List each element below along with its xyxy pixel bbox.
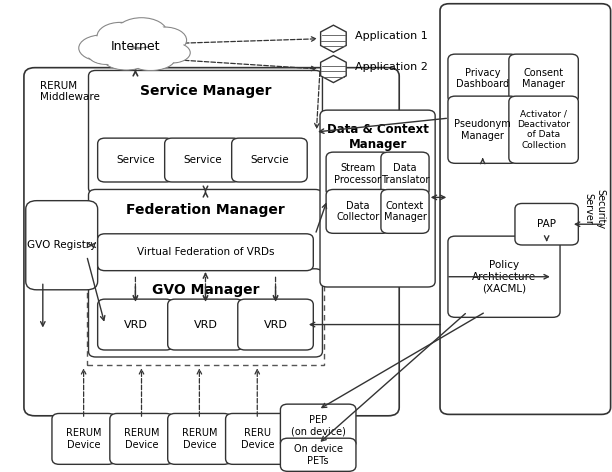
FancyBboxPatch shape (448, 236, 560, 317)
Ellipse shape (79, 35, 125, 61)
FancyBboxPatch shape (280, 404, 356, 448)
Text: Context
Manager: Context Manager (384, 201, 427, 222)
Ellipse shape (143, 27, 187, 53)
Text: Internet: Internet (111, 40, 160, 53)
Bar (87, 274, 324, 365)
FancyBboxPatch shape (440, 4, 611, 414)
FancyBboxPatch shape (515, 203, 578, 245)
Ellipse shape (155, 43, 189, 62)
FancyBboxPatch shape (52, 413, 115, 464)
FancyBboxPatch shape (238, 299, 313, 350)
Text: Data
Translator: Data Translator (381, 163, 429, 185)
FancyBboxPatch shape (381, 152, 429, 196)
FancyBboxPatch shape (326, 189, 389, 233)
Text: Stream
Processor: Stream Processor (334, 163, 381, 185)
FancyBboxPatch shape (24, 67, 399, 416)
Text: Consent
Manager: Consent Manager (522, 67, 565, 89)
Text: Service Manager: Service Manager (140, 84, 271, 99)
Text: RERUM
Device: RERUM Device (124, 428, 159, 450)
Ellipse shape (128, 48, 173, 69)
Text: Security
Server: Security Server (583, 189, 605, 229)
FancyBboxPatch shape (509, 96, 578, 163)
FancyBboxPatch shape (89, 269, 323, 357)
FancyBboxPatch shape (110, 413, 173, 464)
FancyBboxPatch shape (280, 438, 356, 472)
Text: Federation Manager: Federation Manager (126, 203, 285, 218)
Text: GVO Registry: GVO Registry (27, 240, 96, 250)
Ellipse shape (126, 47, 175, 70)
Ellipse shape (154, 42, 190, 63)
Text: Pseudonym
Manager: Pseudonym Manager (454, 119, 511, 141)
Text: On device
PETs: On device PETs (294, 444, 343, 465)
Text: Privacy
Dashboard: Privacy Dashboard (456, 67, 509, 89)
Ellipse shape (118, 19, 165, 46)
Text: VRD: VRD (124, 320, 147, 329)
Ellipse shape (144, 28, 185, 52)
Text: Servcie: Servcie (250, 155, 289, 165)
FancyBboxPatch shape (448, 96, 517, 163)
Text: RERUM
Middleware: RERUM Middleware (40, 81, 100, 102)
FancyBboxPatch shape (232, 138, 307, 182)
Ellipse shape (103, 48, 149, 70)
Ellipse shape (99, 24, 141, 50)
Ellipse shape (105, 49, 147, 69)
Text: PAP: PAP (537, 219, 556, 229)
FancyBboxPatch shape (98, 138, 173, 182)
FancyBboxPatch shape (26, 201, 98, 290)
Text: Service: Service (116, 155, 155, 165)
Ellipse shape (89, 45, 123, 64)
Text: GVO Manager: GVO Manager (152, 283, 259, 297)
Text: PEP
(on device): PEP (on device) (291, 415, 346, 437)
FancyBboxPatch shape (89, 70, 323, 194)
Ellipse shape (88, 44, 124, 64)
FancyBboxPatch shape (381, 189, 429, 233)
Ellipse shape (116, 18, 167, 48)
Polygon shape (321, 25, 346, 52)
FancyBboxPatch shape (165, 138, 240, 182)
FancyBboxPatch shape (98, 234, 313, 270)
Text: RERU
Device: RERU Device (241, 428, 274, 450)
Ellipse shape (97, 22, 143, 51)
FancyBboxPatch shape (509, 54, 578, 102)
Text: Virtual Federation of VRDs: Virtual Federation of VRDs (136, 247, 274, 257)
FancyBboxPatch shape (168, 413, 231, 464)
Polygon shape (321, 56, 346, 83)
FancyBboxPatch shape (448, 54, 517, 102)
FancyBboxPatch shape (98, 299, 173, 350)
FancyBboxPatch shape (168, 299, 243, 350)
FancyBboxPatch shape (326, 152, 389, 196)
Text: Data & Context
Manager: Data & Context Manager (327, 123, 428, 151)
Text: RERUM
Device: RERUM Device (182, 428, 217, 450)
FancyBboxPatch shape (226, 413, 289, 464)
Text: Application 2: Application 2 (355, 62, 428, 72)
FancyBboxPatch shape (89, 189, 323, 278)
Text: Policy
Archtiecture
(XACML): Policy Archtiecture (XACML) (472, 260, 536, 293)
Text: Data
Collector: Data Collector (336, 201, 379, 222)
Text: VRD: VRD (193, 320, 217, 329)
FancyBboxPatch shape (320, 110, 435, 287)
Text: Application 1: Application 1 (355, 32, 428, 42)
Ellipse shape (81, 36, 124, 60)
Text: VRD: VRD (264, 320, 288, 329)
Text: RERUM
Device: RERUM Device (66, 428, 102, 450)
Text: Service: Service (183, 155, 222, 165)
Text: Activator /
Deactivator
of Data
Collection: Activator / Deactivator of Data Collecti… (517, 110, 570, 150)
